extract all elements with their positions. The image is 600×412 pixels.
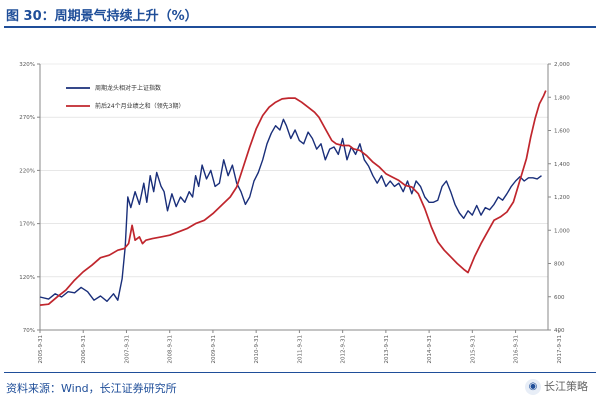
- right-tick-label: 800: [554, 262, 565, 268]
- left-tick-label: 320%: [19, 62, 35, 68]
- x-tick-label: 2005-9-31: [38, 335, 44, 363]
- x-tick-label: 2014-9-31: [427, 335, 433, 363]
- axes: 320% 270% 220% 170% 120% 70% 2,000 1,800 1,600 1,…: [19, 62, 570, 363]
- x-tick-label: 2013-9-31: [384, 335, 390, 363]
- right-tick-label: 2,000: [554, 62, 570, 68]
- x-tick-label: 2009-9-31: [211, 335, 217, 363]
- left-tick-label: 220%: [19, 168, 35, 174]
- x-tick-label: 2012-9-31: [341, 335, 347, 363]
- right-tick-label: 1,200: [554, 195, 570, 201]
- line-chart: 320% 270% 220% 170% 120% 70% 2,000 1,800 1,600 1,…: [19, 62, 570, 363]
- left-tick-label: 170%: [19, 222, 35, 228]
- legend-label-2: 前后24个月业绩之和（领先3期）: [95, 102, 184, 110]
- left-tick-label: 120%: [19, 275, 35, 281]
- x-tick-label: 2010-9-31: [254, 335, 260, 363]
- series-lines: [39, 90, 547, 306]
- right-tick-label: 600: [554, 295, 565, 301]
- x-tick-label: 2017-9-31: [557, 335, 563, 363]
- source-note: 资料来源：Wind，长江证券研究所: [6, 382, 177, 395]
- watermark: ◉ 长江策略: [525, 378, 588, 395]
- series-line-2: [39, 90, 547, 306]
- series-line-1: [39, 118, 542, 302]
- x-tick-label: 2007-9-31: [124, 335, 130, 363]
- x-tick-label: 2008-9-31: [168, 335, 174, 363]
- source-divider: [4, 372, 596, 373]
- x-tick-label: 2016-9-31: [514, 335, 520, 363]
- right-tick-label: 1,800: [554, 95, 570, 101]
- x-tick-label: 2015-9-31: [470, 335, 476, 363]
- title-divider: [4, 26, 596, 28]
- watermark-label: 长江策略: [544, 380, 588, 393]
- x-tick-label: 2011-9-31: [297, 335, 303, 363]
- right-tick-label: 1,000: [554, 228, 570, 234]
- right-tick-label: 1,600: [554, 129, 570, 135]
- right-tick-label: 400: [554, 328, 565, 334]
- left-tick-label: 270%: [19, 115, 35, 121]
- figure-title: 图 30：周期景气持续上升（%）: [6, 9, 198, 24]
- x-tick-label: 2006-9-31: [81, 335, 87, 363]
- right-tick-label: 1,400: [554, 162, 570, 168]
- wechat-icon: ◉: [525, 379, 541, 395]
- legend-label-1: 周期龙头相对于上证指数: [95, 84, 161, 92]
- left-tick-label: 70%: [23, 328, 35, 334]
